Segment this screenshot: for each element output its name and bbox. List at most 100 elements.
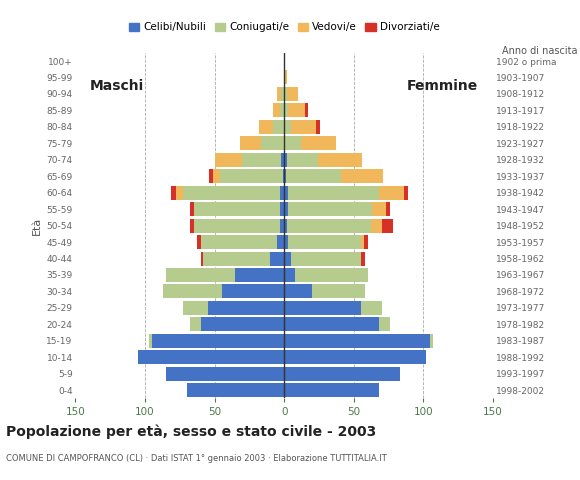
Bar bbox=[318, 153, 362, 167]
Bar bbox=[284, 252, 291, 265]
Bar bbox=[288, 103, 305, 118]
Bar bbox=[201, 317, 284, 331]
Bar bbox=[284, 334, 430, 348]
Bar bbox=[287, 153, 318, 167]
Bar bbox=[284, 285, 312, 299]
Bar bbox=[209, 169, 213, 183]
Bar bbox=[283, 169, 284, 183]
Bar bbox=[280, 103, 284, 118]
Bar bbox=[270, 252, 284, 265]
Bar bbox=[183, 186, 280, 200]
Bar bbox=[277, 235, 284, 249]
Bar bbox=[190, 317, 201, 331]
Bar bbox=[259, 120, 273, 134]
Bar bbox=[187, 383, 284, 397]
Bar bbox=[280, 218, 284, 233]
Bar bbox=[430, 334, 433, 348]
Bar bbox=[284, 301, 361, 315]
Bar bbox=[305, 103, 308, 118]
Bar bbox=[301, 136, 336, 150]
Bar bbox=[291, 252, 361, 265]
Bar bbox=[361, 252, 365, 265]
Bar bbox=[287, 87, 298, 101]
Bar bbox=[183, 301, 208, 315]
Bar bbox=[291, 120, 316, 134]
Bar bbox=[312, 285, 365, 299]
Bar bbox=[382, 218, 393, 233]
Bar bbox=[379, 317, 390, 331]
Bar bbox=[288, 235, 361, 249]
Bar bbox=[138, 350, 284, 364]
Bar bbox=[287, 218, 371, 233]
Bar bbox=[166, 367, 284, 381]
Bar bbox=[197, 235, 201, 249]
Bar bbox=[280, 186, 284, 200]
Bar bbox=[201, 252, 204, 265]
Bar bbox=[284, 367, 400, 381]
Bar bbox=[284, 153, 287, 167]
Text: COMUNE DI CAMPOFRANCO (CL) · Dati ISTAT 1° gennaio 2003 · Elaborazione TUTTITALI: COMUNE DI CAMPOFRANCO (CL) · Dati ISTAT … bbox=[6, 454, 386, 463]
Text: Maschi: Maschi bbox=[89, 79, 144, 93]
Legend: Celibi/Nubili, Coniugati/e, Vedovi/e, Divorziati/e: Celibi/Nubili, Coniugati/e, Vedovi/e, Di… bbox=[125, 18, 444, 36]
Bar bbox=[284, 218, 287, 233]
Bar bbox=[152, 334, 284, 348]
Bar bbox=[277, 87, 281, 101]
Bar bbox=[213, 169, 220, 183]
Bar bbox=[242, 153, 281, 167]
Bar bbox=[284, 235, 288, 249]
Bar bbox=[273, 120, 284, 134]
Bar bbox=[190, 218, 194, 233]
Bar bbox=[222, 285, 284, 299]
Bar bbox=[166, 268, 235, 282]
Bar bbox=[379, 186, 404, 200]
Bar bbox=[284, 136, 301, 150]
Bar bbox=[163, 285, 222, 299]
Bar bbox=[284, 383, 379, 397]
Bar bbox=[316, 120, 320, 134]
Bar bbox=[284, 317, 379, 331]
Bar bbox=[215, 153, 242, 167]
Bar bbox=[284, 87, 287, 101]
Bar bbox=[208, 301, 284, 315]
Bar bbox=[284, 202, 288, 216]
Bar bbox=[288, 186, 379, 200]
Bar bbox=[364, 235, 368, 249]
Bar bbox=[372, 202, 386, 216]
Bar bbox=[284, 71, 287, 84]
Text: Femmine: Femmine bbox=[407, 79, 478, 93]
Bar bbox=[176, 186, 183, 200]
Bar bbox=[295, 268, 368, 282]
Text: Anno di nascita: Anno di nascita bbox=[502, 46, 577, 56]
Bar bbox=[284, 169, 285, 183]
Bar bbox=[284, 103, 288, 118]
Bar bbox=[172, 186, 176, 200]
Bar bbox=[361, 235, 364, 249]
Bar bbox=[194, 218, 280, 233]
Bar bbox=[284, 350, 426, 364]
Bar bbox=[371, 218, 382, 233]
Bar bbox=[341, 169, 383, 183]
Bar bbox=[281, 87, 284, 101]
Bar bbox=[240, 136, 260, 150]
Bar bbox=[284, 186, 288, 200]
Bar bbox=[220, 169, 283, 183]
Text: Popolazione per età, sesso e stato civile - 2003: Popolazione per età, sesso e stato civil… bbox=[6, 425, 376, 439]
Bar bbox=[260, 136, 284, 150]
Bar bbox=[361, 301, 382, 315]
Bar bbox=[288, 202, 372, 216]
Bar bbox=[280, 202, 284, 216]
Bar bbox=[273, 103, 280, 118]
Bar bbox=[194, 202, 280, 216]
Bar bbox=[404, 186, 408, 200]
Bar bbox=[386, 202, 390, 216]
Bar bbox=[285, 169, 341, 183]
Bar bbox=[284, 268, 295, 282]
Bar bbox=[235, 268, 284, 282]
Bar bbox=[149, 334, 152, 348]
Bar bbox=[201, 235, 277, 249]
Y-axis label: Età: Età bbox=[32, 216, 42, 235]
Bar bbox=[281, 153, 284, 167]
Bar bbox=[204, 252, 270, 265]
Bar bbox=[284, 120, 291, 134]
Bar bbox=[190, 202, 194, 216]
